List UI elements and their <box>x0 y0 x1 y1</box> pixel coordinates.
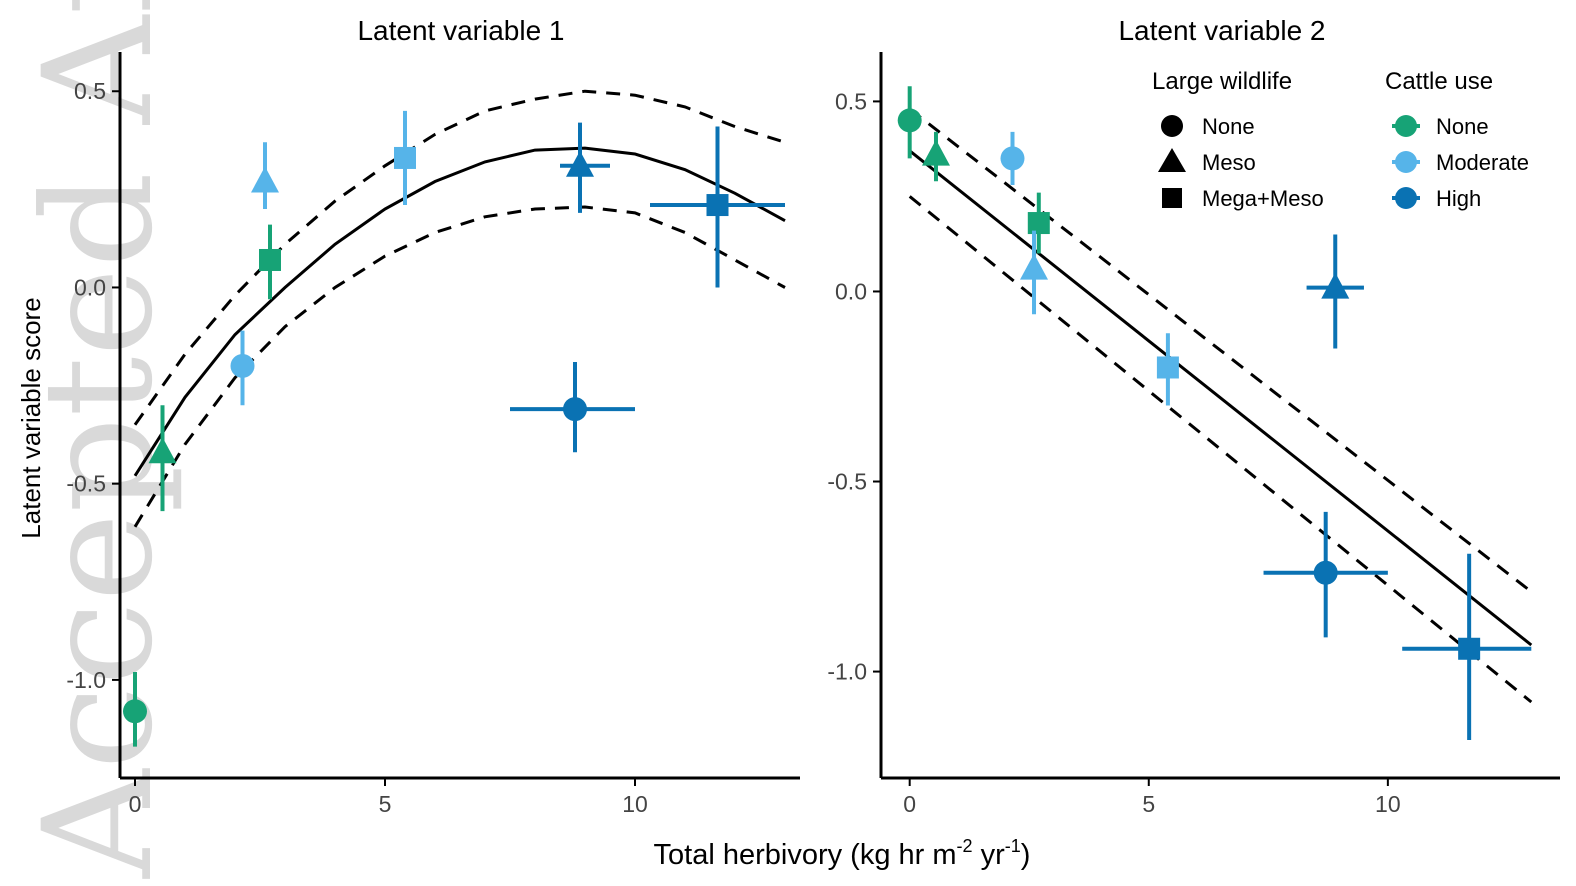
y-tick-label: -0.5 <box>827 469 867 495</box>
legend-wildlife-none: None <box>1161 114 1255 139</box>
panel-1-title: Latent variable 1 <box>357 15 564 46</box>
x-tick-label: 0 <box>129 791 142 817</box>
triangle-marker <box>148 437 177 464</box>
legend-cattle-none-label: None <box>1436 114 1489 139</box>
data-point <box>394 110 416 206</box>
y-tick-label: 0.5 <box>74 78 106 104</box>
legend-wildlife-megameso: Mega+Meso <box>1162 186 1324 211</box>
panel-2-title: Latent variable 2 <box>1118 15 1325 46</box>
data-point <box>1306 234 1364 349</box>
legend-wildlife-meso-label: Meso <box>1202 150 1256 175</box>
blue-dot-icon <box>1395 187 1417 209</box>
circle-symbol-icon <box>1161 115 1183 137</box>
data-point <box>123 672 147 747</box>
square-marker <box>1458 637 1481 660</box>
fit-upper-ci-line <box>908 107 1533 593</box>
y-tick-label: 0.5 <box>835 88 867 114</box>
data-point <box>560 122 610 213</box>
green-dot-icon <box>1395 115 1417 137</box>
y-tick-label: 0.0 <box>835 278 867 304</box>
data-point <box>921 131 950 182</box>
square-marker <box>706 194 729 217</box>
y-tick-label: 0.0 <box>74 274 106 300</box>
fit-upper-ci-line <box>133 89 786 426</box>
triangle-marker <box>566 150 594 177</box>
fit-line <box>908 149 1533 647</box>
data-point <box>1020 230 1049 315</box>
square-marker <box>394 146 416 169</box>
lightblue-dot-icon <box>1395 151 1417 173</box>
legend-wildlife-title: Large wildlife <box>1152 68 1292 95</box>
y-axis-label: Latent variable score <box>16 297 46 538</box>
x-tick-label: 5 <box>1142 791 1155 817</box>
circle-marker <box>1313 560 1338 585</box>
square-marker <box>259 248 281 271</box>
legend-wildlife-meso: Meso <box>1158 148 1256 175</box>
legend-wildlife-megameso-label: Mega+Meso <box>1202 186 1324 211</box>
data-point <box>510 362 635 453</box>
y-tick-label: -0.5 <box>66 471 106 497</box>
legend-cattle-high: High <box>1392 186 1481 211</box>
triangle-marker <box>1020 253 1049 280</box>
triangle-marker <box>1321 272 1350 299</box>
data-point <box>1027 192 1050 254</box>
data-point <box>1263 511 1388 638</box>
panel-latent-variable-2: Latent variable 2 -1.0 -0.5 0.0 0.5 0 5 10 <box>827 15 1560 817</box>
circle-marker <box>563 397 587 422</box>
data-point <box>1000 131 1025 186</box>
legend-cattle-high-label: High <box>1436 186 1481 211</box>
data-point <box>1402 553 1532 740</box>
data-point <box>251 142 279 209</box>
triangle-marker <box>921 139 950 166</box>
data-point <box>230 330 255 406</box>
legend: Large wildlife None Meso Mega+Meso Cattl… <box>1152 68 1529 211</box>
x-tick-label: 10 <box>1375 791 1401 817</box>
circle-marker <box>230 353 255 378</box>
legend-cattle-none: None <box>1392 114 1489 139</box>
triangle-marker <box>251 166 279 193</box>
y-tick-label: -1.0 <box>66 667 106 693</box>
data-point <box>259 224 281 300</box>
legend-cattle-moderate-label: Moderate <box>1436 150 1529 175</box>
fit-lower-ci-line <box>133 205 786 528</box>
circle-marker <box>1000 146 1025 171</box>
circle-marker <box>897 108 922 133</box>
data-point <box>1156 333 1179 406</box>
y-tick-label: -1.0 <box>827 659 867 685</box>
square-marker <box>1027 212 1050 235</box>
square-symbol-icon <box>1162 188 1182 208</box>
circle-marker <box>123 699 147 724</box>
data-point <box>148 405 177 512</box>
square-marker <box>1156 356 1179 379</box>
fit-line <box>133 146 786 477</box>
data-point <box>897 86 922 159</box>
data-point <box>650 126 785 288</box>
fit-lower-ci-line <box>908 195 1533 704</box>
triangle-symbol-icon <box>1158 148 1186 172</box>
x-tick-label: 5 <box>379 791 392 817</box>
x-tick-label: 0 <box>903 791 916 817</box>
x-axis-label: Total herbivory (kg hr m-2 yr-1) <box>654 836 1031 871</box>
legend-cattle-title: Cattle use <box>1385 68 1493 95</box>
x-tick-label: 10 <box>622 791 648 817</box>
legend-wildlife-none-label: None <box>1202 114 1255 139</box>
legend-cattle-moderate: Moderate <box>1392 150 1529 175</box>
panel-latent-variable-1: Latent variable 1 -1.0 -0.5 0.0 0.5 0 5 10 <box>66 15 800 817</box>
